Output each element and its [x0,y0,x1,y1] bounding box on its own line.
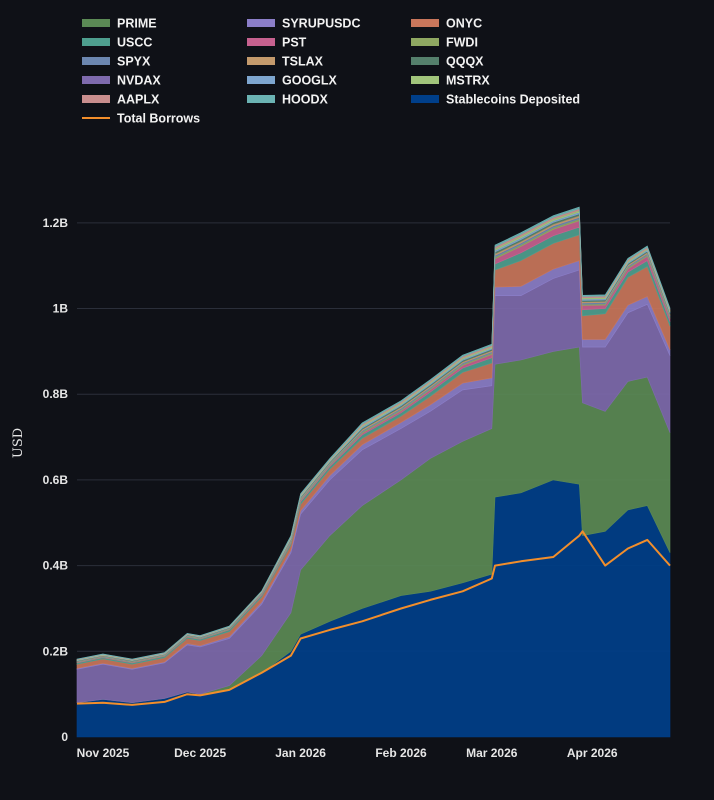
area-hoodx [76,206,671,660]
x-tick-label: Dec 2025 [174,746,226,760]
legend-item-prime[interactable]: PRIME [82,17,157,31]
legend-swatch [247,19,275,27]
legend-label: TSLAX [282,55,324,69]
legend-swatch [82,57,110,65]
legend-label: USCC [117,36,152,50]
legend-item-uscc[interactable]: USCC [82,36,152,50]
legend-item-nvdax[interactable]: NVDAX [82,74,161,88]
legend-swatch [411,95,439,103]
y-tick-label: 0.8B [43,387,69,401]
legend-swatch [411,57,439,65]
legend-label: PRIME [117,17,157,31]
legend-item-syrupusdc[interactable]: SYRUPUSDC [247,17,361,31]
legend-item-pst[interactable]: PST [247,36,307,50]
legend-swatch [411,38,439,46]
legend-label: QQQX [446,55,484,69]
legend-swatch [82,76,110,84]
legend-swatch [247,76,275,84]
legend-item-googlx[interactable]: GOOGLX [247,74,338,88]
x-tick-label: Apr 2026 [567,746,618,760]
y-tick-label: 1B [53,302,69,316]
legend-swatch [82,95,110,103]
x-tick-label: Nov 2025 [77,746,130,760]
line-total-borrows [76,530,671,706]
y-tick-label: 0.4B [43,559,69,573]
legend-item-stablecoins-deposited[interactable]: Stablecoins Deposited [411,93,580,107]
legend-label: SYRUPUSDC [282,17,361,31]
legend-swatch [247,38,275,46]
x-axis: Nov 2025 Dec 2025 Jan 2026 Feb 2026 Mar 2026… [77,746,618,760]
legend-item-mstrx[interactable]: MSTRX [411,74,490,88]
y-axis-label: USD [11,428,26,458]
legend-label: NVDAX [117,74,161,88]
legend-swatch [247,95,275,103]
legend-label: HOODX [282,93,329,107]
legend-swatch [82,19,110,27]
legend-swatch [247,57,275,65]
legend-swatch [411,19,439,27]
legend-item-qqqx[interactable]: QQQX [411,55,484,69]
x-tick-label: Mar 2026 [466,746,518,760]
legend-item-tslax[interactable]: TSLAX [247,55,324,69]
y-axis: 0 0.2B 0.4B 0.6B 0.8B 1B 1.2B [43,216,69,744]
legend-swatch [82,38,110,46]
legend-label: GOOGLX [282,74,338,88]
legend-item-total-borrows[interactable]: Total Borrows [82,112,200,126]
legend-item-spyx[interactable]: SPYX [82,55,151,69]
legend-label: AAPLX [117,93,160,107]
line-series [76,530,671,706]
y-tick-label: 0 [61,730,68,744]
legend-label: MSTRX [446,74,490,88]
legend-swatch [411,76,439,84]
legend-label: SPYX [117,55,151,69]
area-series [76,206,671,738]
y-tick-label: 1.2B [43,216,69,230]
legend-label: FWDI [446,36,478,50]
y-tick-label: 0.2B [43,644,69,658]
legend: PRIME SYRUPUSDC ONYC USCC PST FWDI SPYX TSLAX QQ… [82,17,580,126]
y-tick-label: 0.6B [43,473,69,487]
legend-label: Total Borrows [117,112,200,126]
legend-item-onyc[interactable]: ONYC [411,17,482,31]
x-tick-label: Jan 2026 [275,746,326,760]
legend-label: Stablecoins Deposited [446,93,580,107]
legend-item-aaplx[interactable]: AAPLX [82,93,160,107]
legend-label: PST [282,36,307,50]
legend-item-hoodx[interactable]: HOODX [247,93,329,107]
legend-label: ONYC [446,17,482,31]
legend-item-fwdi[interactable]: FWDI [411,36,478,50]
x-tick-label: Feb 2026 [375,746,427,760]
